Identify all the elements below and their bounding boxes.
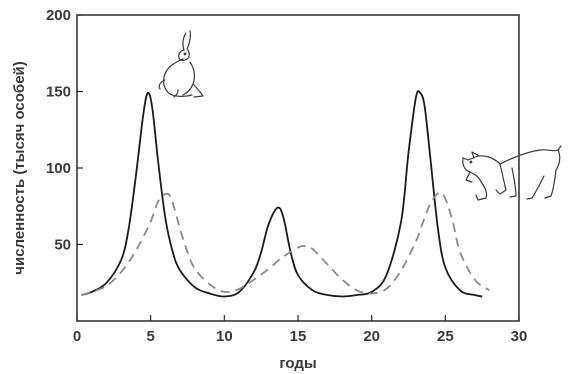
axis-tick-labels: 0 5 10 15 20 25 30 50 100 150 200 [46,7,527,345]
y-tick-label: 200 [46,7,71,24]
y-tick-label: 50 [54,237,71,254]
hare-illustration [158,30,204,98]
x-tick-label: 0 [73,328,81,345]
x-tick-label: 25 [437,328,454,345]
x-tick-label: 15 [290,328,307,345]
x-tick-label: 10 [216,328,233,345]
x-axis-title: годы [279,355,316,372]
y-axis-title: численность (тысяч особей) [11,61,28,275]
y-tick-label: 150 [46,84,71,101]
series-line-solid [81,90,483,298]
x-tick-label: 5 [146,328,154,345]
x-tick-label: 30 [511,328,528,345]
series-layer [81,90,491,298]
x-tick-label: 20 [363,328,380,345]
series-line-dashed [81,191,491,296]
y-tick-label: 100 [46,160,71,177]
lynx-illustration [462,145,562,201]
axis-ticks [76,14,520,321]
